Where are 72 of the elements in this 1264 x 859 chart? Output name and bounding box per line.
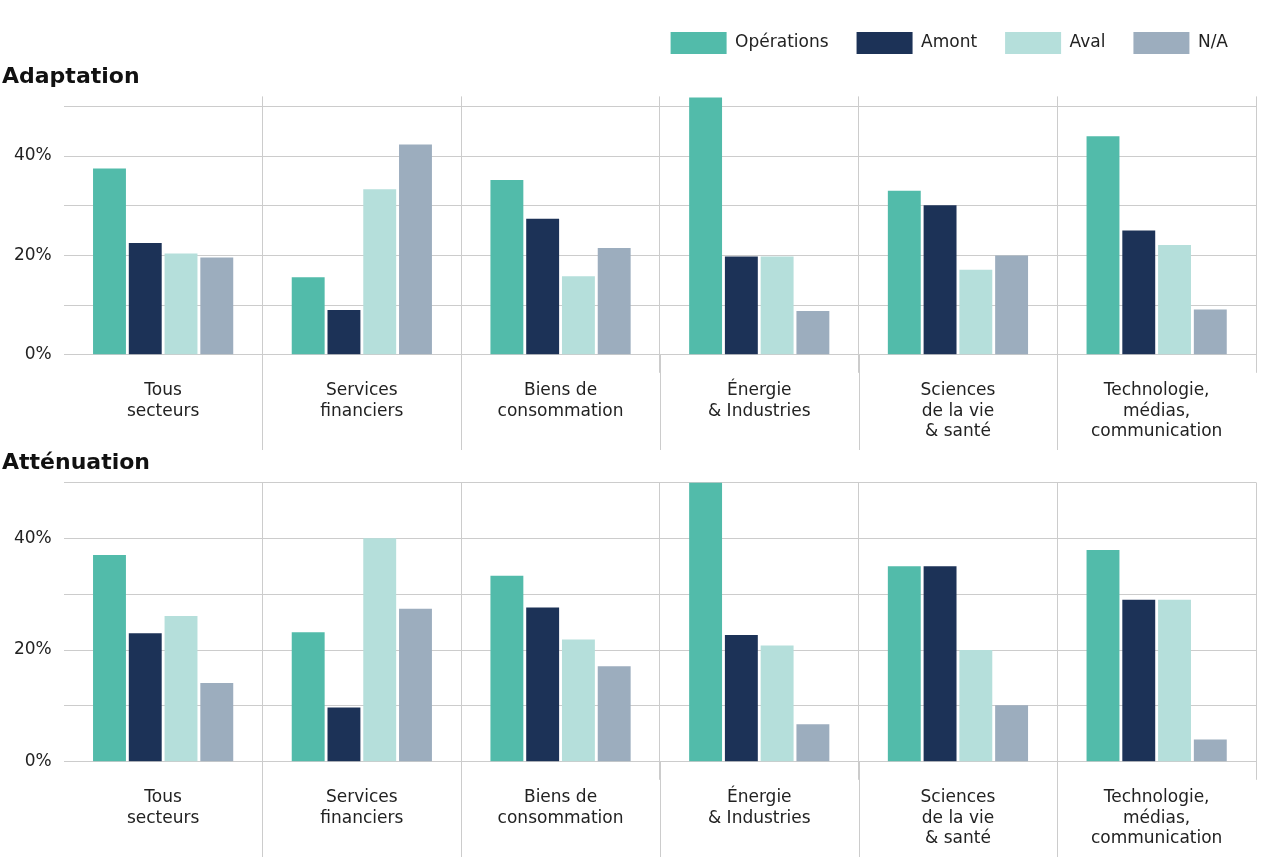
bar — [363, 538, 397, 762]
bar — [327, 707, 361, 762]
bar — [327, 310, 361, 355]
legend-label: Aval — [1069, 31, 1106, 52]
bar — [923, 205, 957, 355]
bar — [1122, 599, 1156, 762]
bar — [399, 608, 432, 762]
bar — [561, 639, 595, 762]
chart-title: Atténuation — [2, 448, 150, 474]
bar — [526, 218, 560, 355]
bar — [200, 257, 234, 355]
x-tick-label: Énergie & Industries — [707, 785, 811, 827]
bar — [1122, 230, 1156, 355]
legend-label: Opérations — [735, 31, 829, 52]
x-tick-label: Tous secteurs — [126, 379, 200, 420]
x-tick-label: Biens de consommation — [497, 786, 624, 827]
y-tick-label: 0% — [24, 343, 52, 364]
bar — [490, 179, 524, 355]
y-tick-label: 20% — [13, 243, 52, 264]
y-tick-label: 20% — [13, 638, 52, 659]
x-tick-label: Services financiers — [320, 786, 404, 827]
bar — [128, 633, 162, 762]
bar — [93, 555, 126, 762]
y-tick-label: 40% — [13, 526, 52, 547]
bar — [1086, 136, 1120, 355]
bar — [887, 190, 921, 355]
bar — [995, 705, 1029, 762]
x-tick-label: Technologie, médias, communication — [1090, 379, 1223, 441]
bar — [526, 607, 560, 762]
bar — [291, 632, 325, 762]
bar — [689, 482, 723, 762]
bar — [399, 144, 432, 355]
bar — [1086, 550, 1120, 762]
bar — [959, 269, 993, 355]
bar — [887, 566, 921, 762]
x-tick-label: Technologie, médias, communication — [1090, 786, 1223, 848]
bar — [760, 256, 794, 355]
y-tick-label: 0% — [24, 750, 52, 771]
x-tick-label: Sciences de la vie & santé — [920, 786, 996, 848]
bar — [561, 276, 595, 355]
x-tick-label: Énergie & Industries — [707, 378, 811, 420]
bar — [597, 666, 631, 762]
bar — [490, 575, 524, 762]
x-tick-label: Biens de consommation — [497, 379, 624, 420]
bar — [724, 256, 758, 355]
x-tick-label: Tous secteurs — [126, 786, 200, 827]
bar — [597, 247, 631, 355]
bar — [1158, 244, 1191, 355]
bar — [796, 724, 830, 762]
bar — [959, 650, 993, 762]
bar — [1158, 599, 1191, 762]
bar — [689, 97, 723, 355]
bar — [1193, 739, 1227, 762]
y-tick-label: 40% — [13, 144, 52, 165]
bar — [796, 311, 830, 355]
legend-label: Amont — [921, 31, 978, 52]
bar — [164, 615, 198, 762]
bar — [760, 645, 794, 762]
bar — [200, 683, 234, 762]
bar — [995, 255, 1029, 355]
bar — [93, 168, 126, 355]
chart-title: Adaptation — [2, 62, 140, 88]
legend-label: N/A — [1197, 31, 1229, 52]
x-tick-label: Sciences de la vie & santé — [920, 379, 996, 441]
x-tick-label: Services financiers — [320, 379, 404, 420]
bar — [128, 242, 162, 355]
bar — [1193, 309, 1227, 355]
bar — [291, 277, 325, 355]
bar — [164, 253, 198, 355]
bar — [923, 566, 957, 762]
bar — [724, 634, 758, 762]
bar — [363, 189, 397, 355]
